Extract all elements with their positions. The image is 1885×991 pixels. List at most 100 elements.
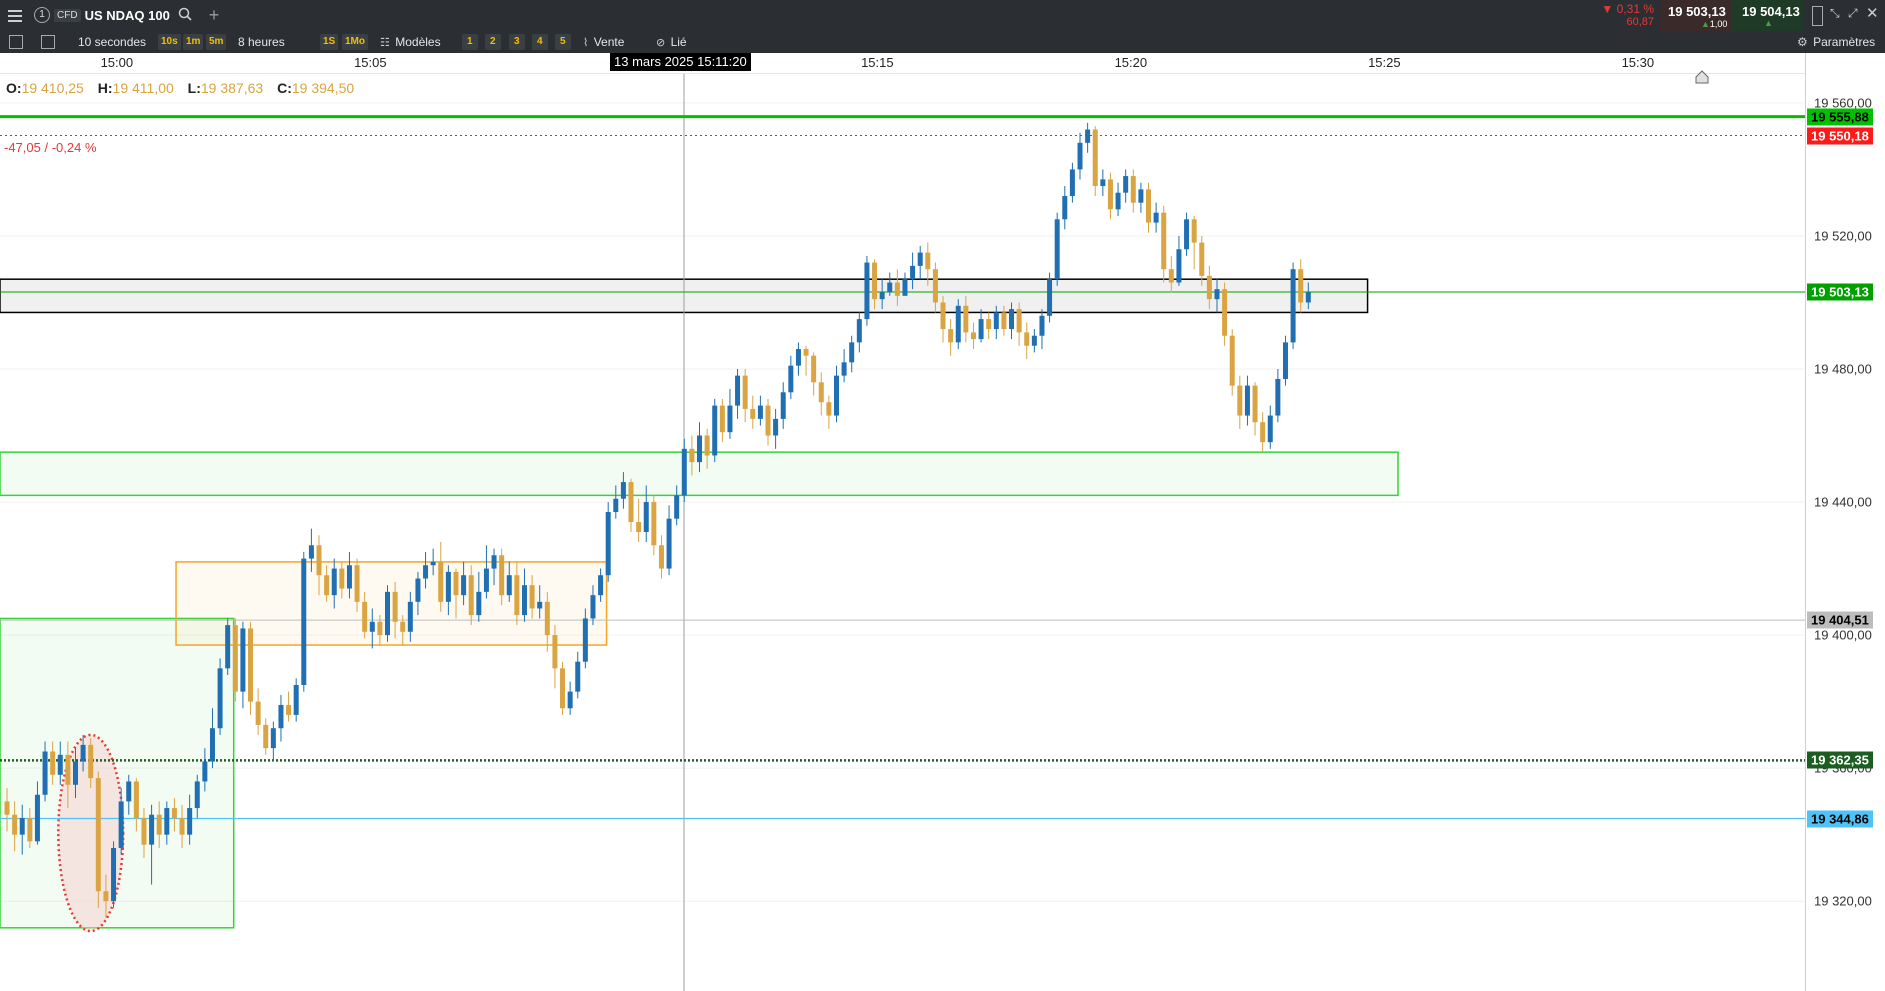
range-selector[interactable]: 8 heures xyxy=(238,35,285,49)
interval-selector[interactable]: 10 secondes xyxy=(78,35,147,49)
range-1s-button[interactable]: 1S xyxy=(320,34,339,50)
layout-icon[interactable] xyxy=(41,35,55,49)
candle[interactable] xyxy=(445,565,451,616)
candle[interactable] xyxy=(1244,375,1250,426)
candle[interactable] xyxy=(780,382,786,429)
candle[interactable] xyxy=(80,734,86,772)
candle[interactable] xyxy=(1199,235,1205,286)
chart-canvas[interactable] xyxy=(0,53,1805,991)
candle[interactable] xyxy=(156,801,162,848)
candle[interactable] xyxy=(1184,212,1190,256)
candle[interactable] xyxy=(461,561,467,606)
candle[interactable] xyxy=(1305,282,1311,310)
candle[interactable] xyxy=(856,312,862,353)
list-icon[interactable] xyxy=(9,35,23,49)
zone-1[interactable] xyxy=(175,561,608,646)
candle[interactable] xyxy=(1016,302,1022,346)
candle[interactable] xyxy=(970,322,976,350)
candle[interactable] xyxy=(940,295,946,343)
candle[interactable] xyxy=(674,485,680,526)
candle[interactable] xyxy=(1115,182,1121,216)
candle[interactable] xyxy=(209,708,215,769)
candle[interactable] xyxy=(225,618,231,676)
candle[interactable] xyxy=(872,259,878,310)
candle[interactable] xyxy=(407,591,413,642)
candle[interactable] xyxy=(1092,126,1098,197)
candle[interactable] xyxy=(346,551,352,599)
candle[interactable] xyxy=(1138,182,1144,213)
candle[interactable] xyxy=(894,269,900,306)
candle[interactable] xyxy=(620,472,626,509)
instrument-selector[interactable]: 1 CFD US NDAQ 100 xyxy=(34,5,192,25)
candle[interactable] xyxy=(369,608,375,649)
candle[interactable] xyxy=(773,408,779,449)
candle[interactable] xyxy=(552,625,558,689)
candle[interactable] xyxy=(1298,259,1304,313)
plus-icon[interactable]: + xyxy=(208,5,220,25)
candle[interactable] xyxy=(1100,169,1106,197)
candle[interactable] xyxy=(1153,202,1159,233)
candle[interactable] xyxy=(34,781,40,845)
candle[interactable] xyxy=(833,365,839,423)
candle[interactable] xyxy=(1077,132,1083,180)
candle[interactable] xyxy=(613,485,619,519)
candle[interactable] xyxy=(955,299,961,350)
candle[interactable] xyxy=(1237,375,1243,429)
candle[interactable] xyxy=(72,748,78,799)
candle[interactable] xyxy=(293,678,299,722)
candle[interactable] xyxy=(19,804,25,855)
candle[interactable] xyxy=(141,808,147,858)
candle[interactable] xyxy=(590,585,596,626)
candle[interactable] xyxy=(651,495,657,556)
candle[interactable] xyxy=(111,841,117,908)
candle[interactable] xyxy=(841,349,847,383)
candle[interactable] xyxy=(879,279,885,310)
candle[interactable] xyxy=(506,561,512,602)
slot-1-button[interactable]: 1 xyxy=(462,34,478,50)
candle[interactable] xyxy=(1130,169,1136,213)
candle[interactable] xyxy=(278,694,284,742)
slot-2-button[interactable]: 2 xyxy=(485,34,501,50)
candle[interactable] xyxy=(95,771,101,908)
candle[interactable] xyxy=(1161,206,1167,283)
search-icon[interactable] xyxy=(178,7,192,24)
candle[interactable] xyxy=(750,395,756,429)
candle[interactable] xyxy=(1260,412,1266,453)
candle[interactable] xyxy=(232,618,238,702)
settings-button[interactable]: ⚙ Paramètres xyxy=(1797,31,1875,53)
candle[interactable] xyxy=(598,568,604,602)
candle[interactable] xyxy=(133,778,139,832)
candle[interactable] xyxy=(1176,235,1182,286)
candle[interactable] xyxy=(1229,329,1235,396)
candle[interactable] xyxy=(902,272,908,296)
candle[interactable] xyxy=(765,398,771,446)
candle[interactable] xyxy=(217,658,223,735)
candle[interactable] xyxy=(483,545,489,599)
candle[interactable] xyxy=(1024,322,1030,360)
candle[interactable] xyxy=(362,591,368,639)
interval-5m-button[interactable]: 5m xyxy=(206,34,227,50)
candle[interactable] xyxy=(719,398,725,443)
candle[interactable] xyxy=(1214,279,1220,313)
candle[interactable] xyxy=(354,558,360,612)
candle[interactable] xyxy=(658,535,664,579)
candle[interactable] xyxy=(735,368,741,419)
candle[interactable] xyxy=(605,502,611,582)
candle[interactable] xyxy=(240,621,246,709)
candle[interactable] xyxy=(286,691,292,722)
restore-icon[interactable]: ⤢ xyxy=(1848,6,1858,20)
candle[interactable] xyxy=(643,485,649,542)
linked-button[interactable]: ⊘ Lié xyxy=(656,31,687,53)
candle[interactable] xyxy=(308,528,314,572)
candle[interactable] xyxy=(339,561,345,599)
candle[interactable] xyxy=(697,422,703,473)
candle[interactable] xyxy=(993,305,999,340)
candle[interactable] xyxy=(1123,169,1129,203)
candle[interactable] xyxy=(1069,162,1075,203)
candle[interactable] xyxy=(187,794,193,845)
candle[interactable] xyxy=(1275,368,1281,423)
candle[interactable] xyxy=(12,801,18,852)
candle[interactable] xyxy=(164,801,170,845)
candle[interactable] xyxy=(1085,122,1091,153)
candle[interactable] xyxy=(468,565,474,626)
